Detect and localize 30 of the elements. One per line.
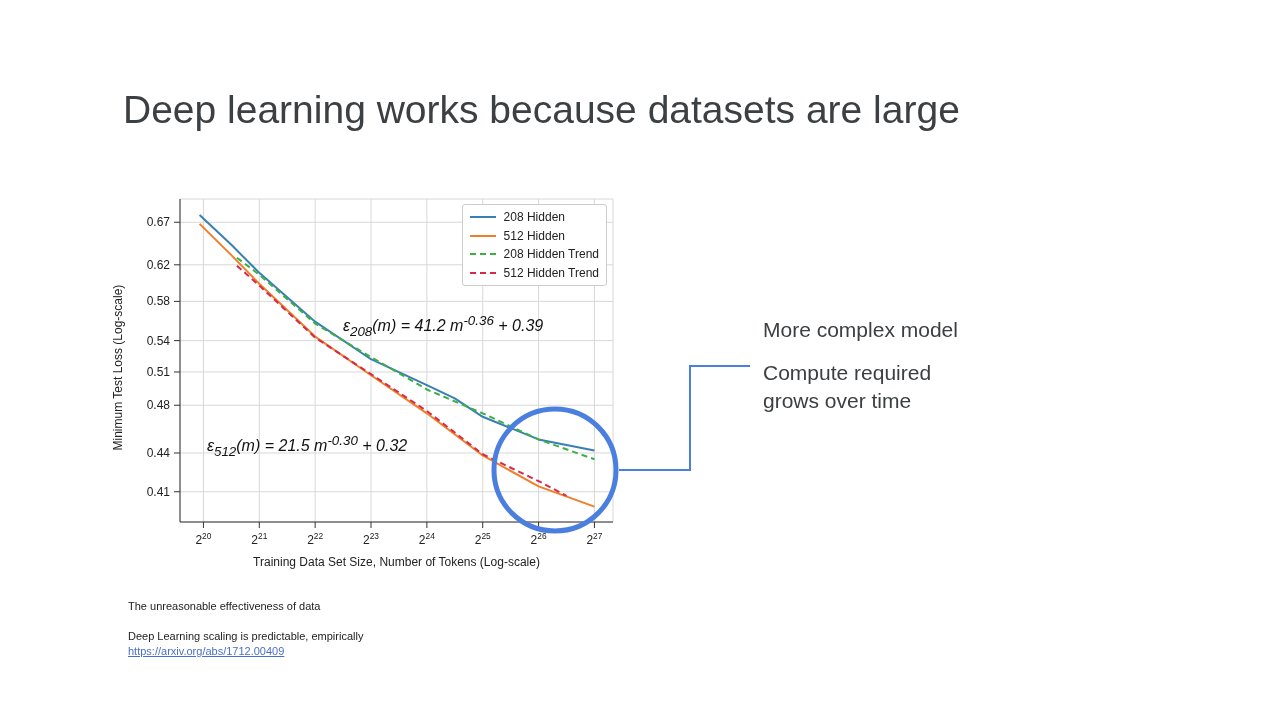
x-tick-label: 2$^{21}$ <box>251 531 268 547</box>
x-tick-label: 2$^{25}$ <box>474 531 492 547</box>
x-tick-label: 2$^{26}$ <box>530 531 547 547</box>
y-tick-label: 0.67 <box>146 215 171 230</box>
annotation: ε$_{208}$(m) = 41.2 m$^{-0.36}$ + 0.39 <box>343 313 544 339</box>
x-tick-label: 2$^{23}$ <box>363 531 380 547</box>
y-axis-title: Minimum Test Loss (Log-scale) <box>111 284 126 451</box>
x-tick-label: 2$^{22}$ <box>307 531 324 547</box>
text: https://arxiv.org/abs/1712.00409 <box>128 645 285 657</box>
chart-title: Deep learning works because datasets are large <box>123 88 960 132</box>
legend-label: 512 Hidden <box>503 228 565 243</box>
text: More complex model <box>763 318 958 342</box>
annotation: ε$_{512}$(m) = 21.5 m$^{-0.30}$ + 0.32 <box>207 433 408 459</box>
y-tick-label: 0.54 <box>146 333 171 348</box>
y-tick-label: 0.44 <box>146 445 171 460</box>
x-axis-title: Training Data Set Size, Number of Tokens (Log-scale) <box>253 555 540 569</box>
y-tick-label: 0.58 <box>146 294 171 309</box>
legend-label: 208 Hidden Trend <box>503 247 599 262</box>
legend-label: 208 Hidden <box>503 210 565 225</box>
y-tick-label: 0.41 <box>146 484 171 499</box>
legend-label: 512 Hidden Trend <box>503 265 599 280</box>
x-tick-label: 2$^{27}$ <box>586 531 603 547</box>
x-tick-label: 2$^{20}$ <box>195 531 212 547</box>
y-tick-label: 0.62 <box>146 257 171 272</box>
text: Deep Learning scaling is predictable, empirically <box>128 630 364 642</box>
x-tick-label: 2$^{24}$ <box>418 531 436 547</box>
text: Compute required grows over time <box>763 360 933 414</box>
y-tick-label: 0.51 <box>146 364 171 379</box>
text: The unreasonable effectiveness of data <box>128 600 321 612</box>
y-tick-label: 0.48 <box>146 398 171 413</box>
